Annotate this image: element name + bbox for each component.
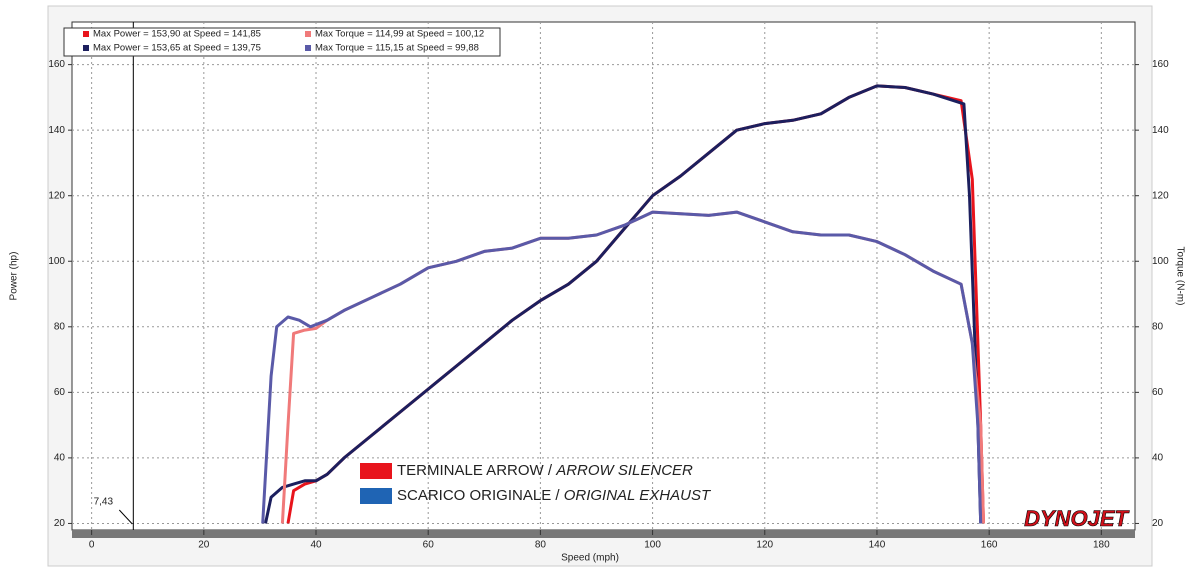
y-axis-label: Power (hp) [9, 252, 20, 301]
series-line [261, 210, 983, 524]
y2-tick-label: 160 [1152, 59, 1169, 70]
x-tick-label: 140 [869, 540, 886, 551]
y2-tick-label: 140 [1152, 125, 1169, 136]
x-tick-label: 0 [89, 540, 95, 551]
y2-tick-label: 40 [1152, 453, 1164, 464]
y-tick-label: 160 [48, 59, 65, 70]
overlay-label-en: ARROW SILENCER [555, 462, 693, 479]
legend-label: Max Power = 153,90 at Speed = 141,85 [93, 29, 261, 40]
y-tick-label: 140 [48, 125, 65, 136]
y2-tick-label: 60 [1152, 387, 1164, 398]
overlay-label-it: TERMINALE ARROW / [397, 462, 553, 479]
x-tick-label: 80 [535, 540, 547, 551]
y2-axis-label: Torque (N-m) [1174, 247, 1185, 306]
overlay-label-en: ORIGINAL EXHAUST [564, 487, 712, 504]
x-axis-label: Speed (mph) [561, 553, 619, 564]
overlay-swatch [360, 488, 392, 504]
y2-tick-label: 120 [1152, 190, 1169, 201]
x-tick-label: 120 [756, 540, 773, 551]
x-axis-band [72, 530, 1135, 538]
marker-arrow [118, 509, 133, 525]
y2-tick-label: 20 [1152, 518, 1164, 529]
x-tick-label: 40 [310, 540, 322, 551]
y-tick-label: 20 [54, 518, 66, 529]
legend-swatch [305, 31, 311, 37]
legend-box [63, 27, 501, 57]
legend-swatch [83, 31, 89, 37]
legend-label: Max Power = 153,65 at Speed = 139,75 [93, 43, 261, 54]
overlay-label-it: SCARICO ORIGINALE / [397, 487, 560, 504]
y-tick-label: 80 [54, 321, 66, 332]
y2-tick-label: 80 [1152, 321, 1164, 332]
legend-label: Max Torque = 115,15 at Speed = 99,88 [315, 43, 479, 54]
y-tick-label: 40 [54, 453, 66, 464]
y-tick-label: 120 [48, 190, 65, 201]
overlay-swatch [360, 463, 392, 479]
legend-swatch [305, 45, 311, 51]
overlay-label: SCARICO ORIGINALE / ORIGINAL EXHAUST [397, 487, 712, 504]
y2-tick-label: 100 [1152, 256, 1169, 267]
plot-area [71, 21, 1136, 531]
x-tick-label: 160 [981, 540, 998, 551]
marker-label: 7,43 [94, 497, 114, 508]
legend-swatch [83, 45, 89, 51]
legend-label: Max Torque = 114,99 at Speed = 100,12 [315, 29, 484, 40]
y-tick-label: 60 [54, 387, 66, 398]
series-line [264, 84, 983, 524]
x-tick-label: 20 [198, 540, 210, 551]
logo: DYNOJET [1024, 506, 1129, 531]
y-tick-label: 100 [48, 256, 65, 267]
x-tick-label: 180 [1093, 540, 1110, 551]
x-tick-label: 60 [423, 540, 435, 551]
overlay-label: TERMINALE ARROW / ARROW SILENCER [397, 462, 693, 479]
x-tick-label: 100 [644, 540, 661, 551]
